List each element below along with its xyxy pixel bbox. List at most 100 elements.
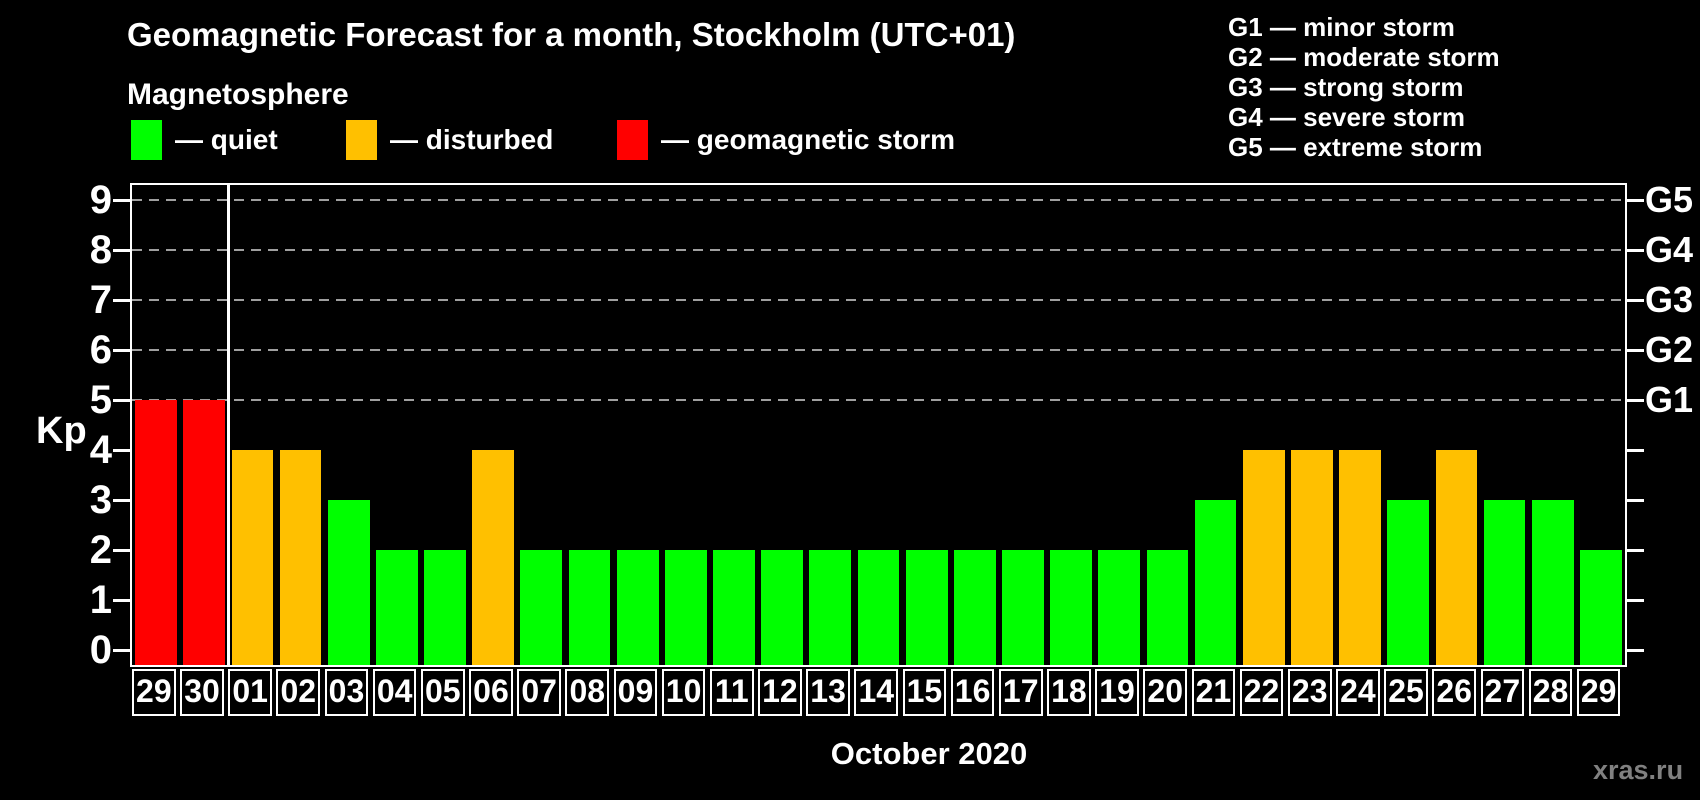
bar-day-28 [1531,500,1574,665]
bar-day-22 [1242,450,1285,665]
date-label-20: 20 [1143,669,1188,716]
bar-day-14 [857,550,900,665]
date-label-29: 29 [1576,669,1621,716]
bar-day-08 [568,550,611,665]
gridline-kp6 [132,349,1625,351]
date-label-26: 26 [1432,669,1476,716]
date-label-07: 07 [517,669,561,716]
bar-day-25 [1387,500,1430,665]
bar-day-29 [1580,550,1622,665]
bar-day-21 [1194,500,1237,665]
date-label-01: 01 [228,669,272,716]
right-axis-label-g5: G5 [1645,179,1694,220]
date-label-03: 03 [324,669,369,716]
gridline-kp8 [132,249,1625,251]
date-label-18: 18 [1047,669,1091,716]
y-axis-label-7: 7 [89,278,112,322]
storm-scale-g2: G2 — moderate storm [1228,42,1500,72]
left-axis-tick-8 [113,249,130,252]
legend-item-quiet: — quiet [131,120,341,160]
y-axis-label-1: 1 [89,578,112,622]
legend-item-storm: — geomagnetic storm [617,120,997,160]
y-axis-label-8: 8 [89,228,112,272]
date-label-16: 16 [950,669,995,716]
watermark: xras.ru [1593,755,1684,785]
bar-day-29 [135,400,177,665]
bar-day-10 [664,550,707,665]
date-label-27: 27 [1480,669,1525,716]
date-axis: 29 30 01 02 03 04 05 06 07 08 09 10 11 12 13 14 15 16 17 18… [130,669,1627,717]
left-axis-tick-4 [113,449,130,452]
bar-day-15 [905,550,948,665]
gridline-kp9 [132,199,1625,201]
right-axis-tick-2 [1627,549,1644,552]
y-axis-label-3: 3 [89,478,112,522]
storm-scale-g4: G4 — severe storm [1228,102,1466,132]
bar-day-27 [1483,500,1526,665]
gridline-kp5 [132,399,1625,401]
bar-day-24 [1339,450,1381,665]
left-axis-tick-6 [113,349,130,352]
storm-color-swatch [617,120,648,160]
right-axis-tick-6 [1627,349,1644,352]
left-axis-tick-1 [113,599,130,602]
y-axis-label-4: 4 [89,428,112,472]
date-label-08: 08 [565,669,610,716]
date-label-21: 21 [1191,669,1236,716]
y-axis-label-0: 0 [89,628,112,672]
month-separator-line [226,185,230,665]
bar-day-04 [376,550,418,665]
bar-day-11 [713,550,755,665]
date-label-12: 12 [758,669,802,716]
bar-day-12 [761,550,804,665]
bar-day-19 [1098,550,1141,665]
left-axis-tick-7 [113,299,130,302]
bar-day-18 [1050,550,1092,665]
right-axis-tick-5 [1627,399,1644,402]
date-label-29: 29 [132,669,176,716]
right-axis-label-g4: G4 [1645,229,1694,270]
storm-scale-g1: G1 — minor storm [1228,12,1455,42]
legend-label-storm: — geomagnetic storm [661,124,956,155]
storm-scale-legend: G1 — minor storm G2 — moderate storm G3 … [1228,12,1500,162]
bar-day-07 [520,550,563,665]
date-label-09: 09 [613,669,658,716]
date-label-15: 15 [902,669,947,716]
right-axis-tick-9 [1627,199,1644,202]
date-label-05: 05 [420,669,465,716]
y-axis-title: Kp [36,410,87,452]
right-axis-label-g3: G3 [1645,279,1694,320]
storm-scale-g5: G5 — extreme storm [1228,132,1483,162]
bar-day-03 [327,500,370,665]
date-label-30: 30 [180,669,224,716]
left-axis-tick-5 [113,399,130,402]
chart-title: Geomagnetic Forecast for a month, Stockh… [127,16,1016,53]
date-label-23: 23 [1287,669,1332,716]
date-label-25: 25 [1384,669,1428,716]
x-axis-title: October 2020 [830,736,1028,771]
right-axis-label-g2: G2 [1645,329,1694,370]
bar-day-16 [953,550,996,665]
right-axis-tick-7 [1627,299,1644,302]
y-axis-label-2: 2 [89,528,112,572]
bar-day-13 [809,550,852,665]
legend-label-quiet: — quiet [175,124,278,155]
bar-day-26 [1435,450,1478,665]
bar-day-17 [1002,550,1044,665]
left-axis-tick-2 [113,549,130,552]
date-label-11: 11 [709,669,754,716]
legend-item-disturbed: — disturbed [346,120,596,160]
date-label-24: 24 [1336,669,1380,716]
date-label-28: 28 [1528,669,1573,716]
date-label-22: 22 [1239,669,1284,716]
right-axis-label-g1: G1 [1645,379,1694,420]
date-label-13: 13 [806,669,850,716]
right-axis-tick-0 [1627,649,1644,652]
left-axis-tick-3 [113,499,130,502]
date-label-06: 06 [469,669,513,716]
bar-day-02 [279,450,322,665]
legend-label-disturbed: — disturbed [390,124,554,155]
gridline-kp7 [132,299,1625,301]
quiet-color-swatch [131,120,162,160]
